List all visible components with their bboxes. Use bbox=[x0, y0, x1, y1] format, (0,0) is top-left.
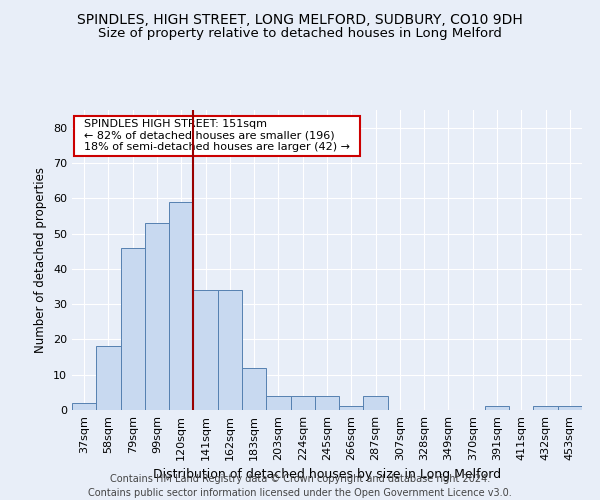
Bar bbox=[145, 223, 169, 410]
Bar bbox=[72, 403, 96, 410]
Bar bbox=[485, 406, 509, 410]
Bar bbox=[121, 248, 145, 410]
Bar bbox=[315, 396, 339, 410]
Text: Contains HM Land Registry data © Crown copyright and database right 2024.
Contai: Contains HM Land Registry data © Crown c… bbox=[88, 474, 512, 498]
Bar bbox=[193, 290, 218, 410]
Bar bbox=[558, 406, 582, 410]
Bar bbox=[364, 396, 388, 410]
Bar bbox=[218, 290, 242, 410]
Bar bbox=[290, 396, 315, 410]
Bar bbox=[169, 202, 193, 410]
Text: SPINDLES HIGH STREET: 151sqm  
  ← 82% of detached houses are smaller (196)  
  : SPINDLES HIGH STREET: 151sqm ← 82% of de… bbox=[77, 119, 357, 152]
Y-axis label: Number of detached properties: Number of detached properties bbox=[34, 167, 47, 353]
X-axis label: Distribution of detached houses by size in Long Melford: Distribution of detached houses by size … bbox=[153, 468, 501, 481]
Bar bbox=[242, 368, 266, 410]
Bar bbox=[266, 396, 290, 410]
Text: SPINDLES, HIGH STREET, LONG MELFORD, SUDBURY, CO10 9DH: SPINDLES, HIGH STREET, LONG MELFORD, SUD… bbox=[77, 12, 523, 26]
Bar bbox=[339, 406, 364, 410]
Bar bbox=[533, 406, 558, 410]
Text: Size of property relative to detached houses in Long Melford: Size of property relative to detached ho… bbox=[98, 28, 502, 40]
Bar bbox=[96, 346, 121, 410]
